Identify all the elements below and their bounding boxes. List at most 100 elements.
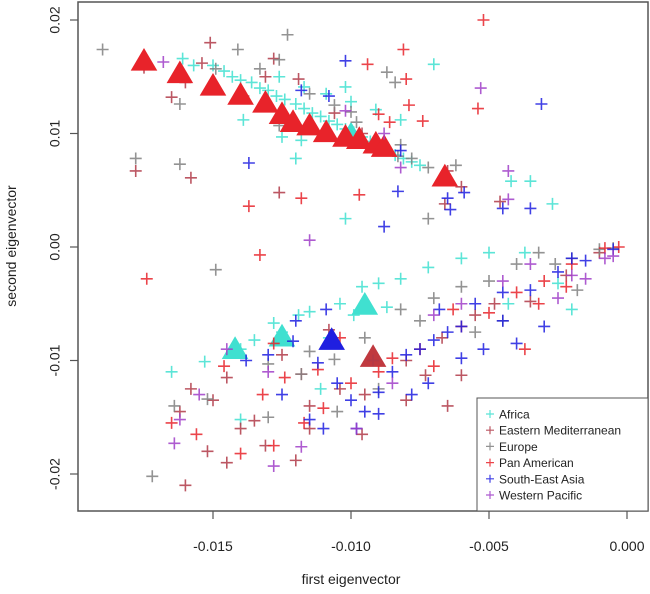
plus-marker bbox=[372, 386, 385, 399]
plus-marker bbox=[427, 309, 440, 322]
plus-marker bbox=[303, 413, 316, 426]
plus-marker bbox=[253, 62, 266, 75]
series-western-pacific bbox=[157, 55, 620, 473]
plus-marker bbox=[510, 337, 523, 350]
plus-marker bbox=[231, 43, 244, 56]
plus-marker bbox=[400, 348, 413, 361]
plus-marker bbox=[400, 394, 413, 407]
plus-marker bbox=[483, 275, 495, 288]
plus-marker bbox=[394, 303, 407, 316]
plus-marker bbox=[350, 116, 363, 129]
plus-marker bbox=[469, 326, 482, 339]
plus-marker bbox=[209, 263, 222, 276]
plus-marker bbox=[427, 334, 440, 347]
plus-marker bbox=[248, 414, 261, 427]
y-axis-title: second eigenvector bbox=[3, 185, 19, 307]
plus-marker bbox=[267, 460, 280, 473]
legend-marker-icon bbox=[486, 410, 494, 418]
plus-marker bbox=[345, 394, 357, 407]
plus-marker bbox=[356, 428, 369, 441]
plus-marker bbox=[552, 292, 564, 305]
plus-marker bbox=[289, 152, 302, 165]
plus-marker bbox=[422, 161, 435, 174]
plus-marker bbox=[165, 416, 178, 429]
plus-marker bbox=[350, 422, 363, 435]
plus-marker bbox=[496, 314, 509, 327]
legend-label: South-East Asia bbox=[499, 472, 585, 486]
plus-marker bbox=[593, 243, 606, 256]
x-tick-label: -0.015 bbox=[193, 538, 233, 554]
plus-marker bbox=[345, 105, 357, 118]
plus-marker bbox=[317, 402, 330, 415]
plus-marker bbox=[328, 353, 341, 366]
plus-marker bbox=[494, 195, 507, 208]
plus-marker bbox=[532, 246, 545, 259]
plus-marker bbox=[248, 334, 261, 347]
triangle-marker bbox=[166, 60, 194, 84]
plus-marker bbox=[361, 58, 374, 71]
plus-marker bbox=[565, 269, 578, 282]
plus-marker bbox=[303, 399, 316, 412]
plus-marker bbox=[441, 326, 454, 339]
plus-marker bbox=[226, 70, 239, 83]
plus-marker bbox=[386, 365, 399, 378]
plus-marker bbox=[565, 303, 578, 316]
plus-marker bbox=[441, 399, 454, 412]
plus-marker bbox=[242, 200, 255, 213]
plus-marker bbox=[422, 212, 435, 225]
plus-marker bbox=[218, 360, 231, 373]
plus-marker bbox=[234, 343, 247, 356]
plus-marker bbox=[129, 164, 142, 177]
plus-marker bbox=[320, 87, 333, 100]
plus-marker bbox=[441, 192, 454, 205]
y-tick-label: 0.00 bbox=[47, 233, 63, 260]
plus-marker bbox=[380, 66, 393, 79]
plus-marker bbox=[209, 62, 222, 75]
x-tick-label: -0.005 bbox=[469, 538, 509, 554]
plus-marker bbox=[579, 272, 592, 285]
y-tick-label: 0.02 bbox=[47, 6, 63, 33]
plus-marker bbox=[598, 242, 611, 255]
plus-marker bbox=[276, 348, 288, 361]
plus-marker bbox=[535, 97, 548, 110]
plus-marker bbox=[292, 73, 305, 86]
plus-marker bbox=[256, 388, 269, 401]
x-tick-label: -0.010 bbox=[331, 538, 371, 554]
plus-marker bbox=[436, 331, 449, 344]
plus-marker bbox=[455, 320, 468, 333]
plus-marker bbox=[496, 275, 509, 288]
plus-marker bbox=[400, 73, 413, 86]
plus-marker bbox=[347, 309, 360, 322]
plus-marker bbox=[311, 356, 324, 369]
plus-marker bbox=[524, 258, 537, 271]
plus-marker bbox=[314, 110, 327, 123]
plus-marker bbox=[391, 185, 404, 198]
plus-marker bbox=[339, 104, 352, 117]
plus-marker bbox=[405, 388, 418, 401]
plus-marker bbox=[173, 97, 186, 110]
triangle-marker bbox=[199, 72, 227, 96]
plus-marker bbox=[416, 115, 429, 128]
plus-marker bbox=[331, 377, 344, 390]
y-tick-label: 0.01 bbox=[47, 120, 63, 147]
y-tick-label: -0.02 bbox=[47, 458, 63, 490]
plus-marker bbox=[176, 52, 189, 65]
plus-marker bbox=[328, 99, 341, 112]
plus-marker bbox=[427, 292, 440, 305]
x-axis: -0.015 -0.010 -0.005 0.000 bbox=[193, 511, 645, 554]
plus-marker bbox=[234, 447, 247, 460]
plus-marker bbox=[273, 186, 286, 199]
plus-marker bbox=[345, 377, 357, 390]
plus-marker bbox=[427, 58, 440, 71]
plus-marker bbox=[518, 246, 531, 259]
plus-marker bbox=[386, 352, 399, 365]
triangle-marker bbox=[351, 292, 379, 315]
plus-marker bbox=[378, 127, 391, 140]
plus-marker bbox=[273, 53, 286, 66]
plus-marker bbox=[295, 368, 308, 381]
plus-marker bbox=[253, 82, 266, 95]
plus-marker bbox=[455, 369, 468, 382]
plus-marker bbox=[598, 252, 611, 265]
plus-marker bbox=[220, 371, 233, 384]
